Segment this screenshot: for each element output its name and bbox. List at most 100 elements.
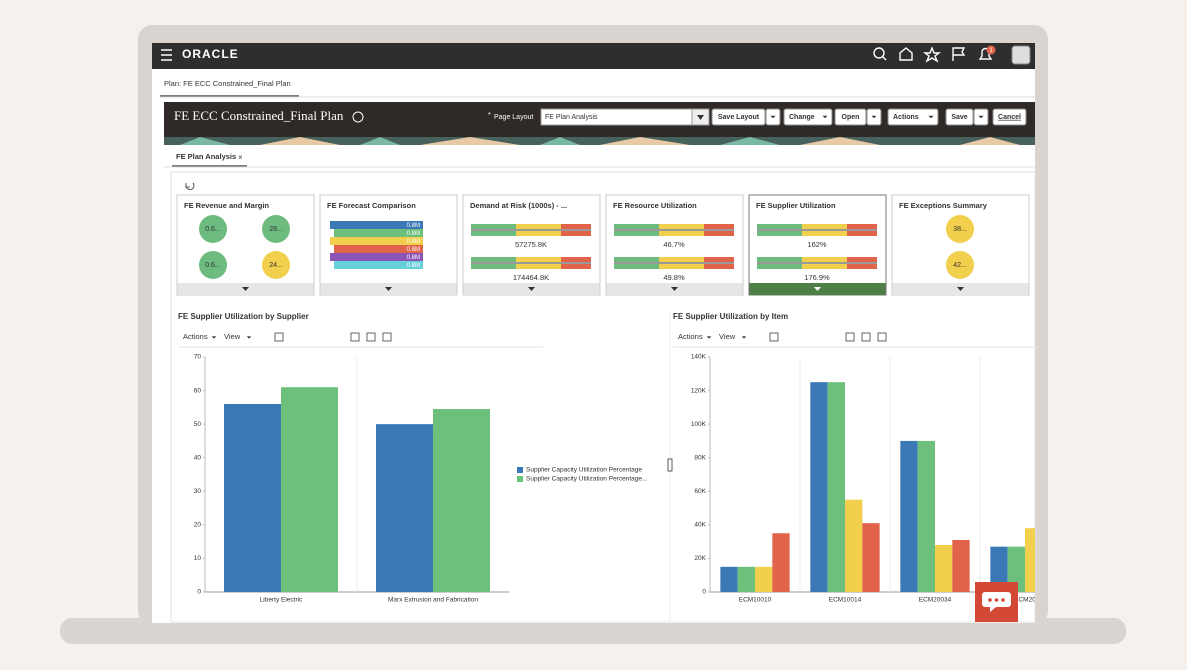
y-tick-label: 10: [194, 555, 202, 562]
legend-label: Supplier Capacity Utilization Percentage…: [526, 476, 648, 483]
tile-title: Demand at Risk (1000s) - ...: [470, 201, 567, 210]
y-tick-label: 80K: [694, 454, 706, 461]
toolbar-menu[interactable]: Actions: [183, 332, 208, 341]
toolbar-menu[interactable]: Actions: [678, 332, 703, 341]
bar: [990, 546, 1008, 592]
chat-dots: [988, 598, 1005, 602]
button-label: Cancel: [998, 114, 1021, 121]
circle-label: 42...: [953, 262, 967, 269]
toolbar-icon[interactable]: [350, 332, 360, 342]
toolbar-menu[interactable]: View: [224, 332, 241, 341]
bar: [433, 409, 490, 592]
button[interactable]: [945, 108, 974, 126]
button[interactable]: [783, 108, 833, 126]
toolbar-icon[interactable]: [382, 332, 392, 342]
bar: [917, 440, 935, 592]
menu-icon[interactable]: [161, 49, 172, 61]
page-title: FE ECC Constrained_Final Plan: [174, 108, 344, 123]
x-tick-label: ECM20034: [919, 597, 952, 604]
legend-label: Supplier Capacity Utilization Percentage: [526, 467, 642, 474]
toolbar-menu[interactable]: View: [719, 332, 736, 341]
splitter-handle[interactable]: [667, 458, 673, 472]
button[interactable]: [992, 108, 1027, 126]
stack-row: [330, 253, 423, 261]
bar: [737, 566, 755, 592]
tile-caret: [385, 287, 392, 291]
help-icon[interactable]: [352, 111, 364, 123]
refresh-icon[interactable]: [185, 182, 195, 191]
required-mark: *: [488, 112, 491, 119]
status-circle: [199, 251, 227, 279]
tile[interactable]: [748, 194, 887, 296]
caret: [770, 115, 776, 119]
bullet-bar: [757, 262, 877, 264]
button[interactable]: [834, 108, 867, 126]
button-label: Save: [951, 114, 967, 121]
breadcrumb[interactable]: Plan: FE ECC Constrained_Final Plan: [164, 79, 291, 88]
tile-title: FE Exceptions Summary: [899, 201, 988, 210]
toolbar-icon[interactable]: [861, 332, 871, 342]
bullet-bar: [471, 262, 591, 264]
tile[interactable]: [605, 194, 744, 296]
tile[interactable]: [462, 194, 601, 296]
y-tick-label: 0: [197, 589, 201, 596]
y-tick-label: 120K: [691, 387, 707, 394]
status-circle: [199, 215, 227, 243]
tab-close[interactable]: ×: [238, 153, 243, 162]
tab-label[interactable]: FE Plan Analysis: [176, 152, 236, 161]
caret: [978, 115, 984, 119]
stack-row: [334, 261, 423, 269]
tile-caret: [814, 287, 821, 291]
stack-row: [334, 245, 423, 253]
page-layout-value: FE Plan Analysis: [545, 114, 598, 121]
caret: [928, 115, 934, 119]
notification-badge: [986, 45, 996, 55]
chart: ECM10010 ECM10014 ECM20034 ECM20: [710, 357, 1036, 604]
button[interactable]: [887, 108, 939, 126]
stack-label: 0.8M: [407, 223, 420, 229]
x-tick-label: Marx Extrusion and Fabrication: [388, 597, 478, 604]
toolbar-icon[interactable]: [845, 332, 855, 342]
stack-label: 0.8M: [407, 263, 420, 269]
toolbar-icon[interactable]: [769, 332, 779, 342]
toolbar-icon[interactable]: [274, 332, 284, 342]
notification-count: 1: [989, 48, 993, 54]
y-tick-label: 20K: [694, 555, 706, 562]
bar: [755, 566, 773, 592]
chart-title: FE Supplier Utilization by Item: [673, 312, 788, 321]
x-tick-label: ECM10014: [829, 597, 862, 604]
circle-label: 0.6...: [205, 262, 221, 269]
stack-row: [334, 229, 423, 237]
button-label: Actions: [893, 114, 919, 121]
bullet-label: 176.9%: [804, 273, 830, 282]
bullet-bar: [471, 229, 591, 231]
bar: [772, 533, 790, 592]
y-tick-label: 50: [194, 421, 202, 428]
tile[interactable]: [176, 194, 315, 296]
toolbar-icon[interactable]: [366, 332, 376, 342]
bar: [827, 382, 845, 592]
avatar[interactable]: [1011, 45, 1031, 65]
x-tick-label: ECM20: [1014, 597, 1036, 604]
y-tick-label: 30: [194, 488, 202, 495]
circle-label: 38...: [953, 226, 967, 233]
bar: [224, 404, 281, 592]
bar: [900, 440, 918, 592]
stack-row: [330, 237, 423, 245]
tile-caret: [242, 287, 249, 291]
bar: [845, 499, 863, 592]
tile-title: FE Supplier Utilization: [756, 201, 836, 210]
caret: [706, 336, 712, 339]
toolbar-icon[interactable]: [877, 332, 887, 342]
bullet-label: 57275.8K: [515, 240, 547, 249]
button[interactable]: [711, 108, 766, 126]
y-tick-label: 40K: [694, 522, 706, 529]
bar: [1007, 546, 1025, 592]
y-tick-label: 100K: [691, 421, 707, 428]
status-circle: [262, 251, 290, 279]
tile[interactable]: [891, 194, 1030, 296]
x-tick-label: Liberty Electric: [260, 597, 303, 604]
legend-swatch: [517, 467, 523, 473]
y-tick-label: 70: [194, 354, 202, 361]
chat-icon: [982, 592, 1011, 612]
